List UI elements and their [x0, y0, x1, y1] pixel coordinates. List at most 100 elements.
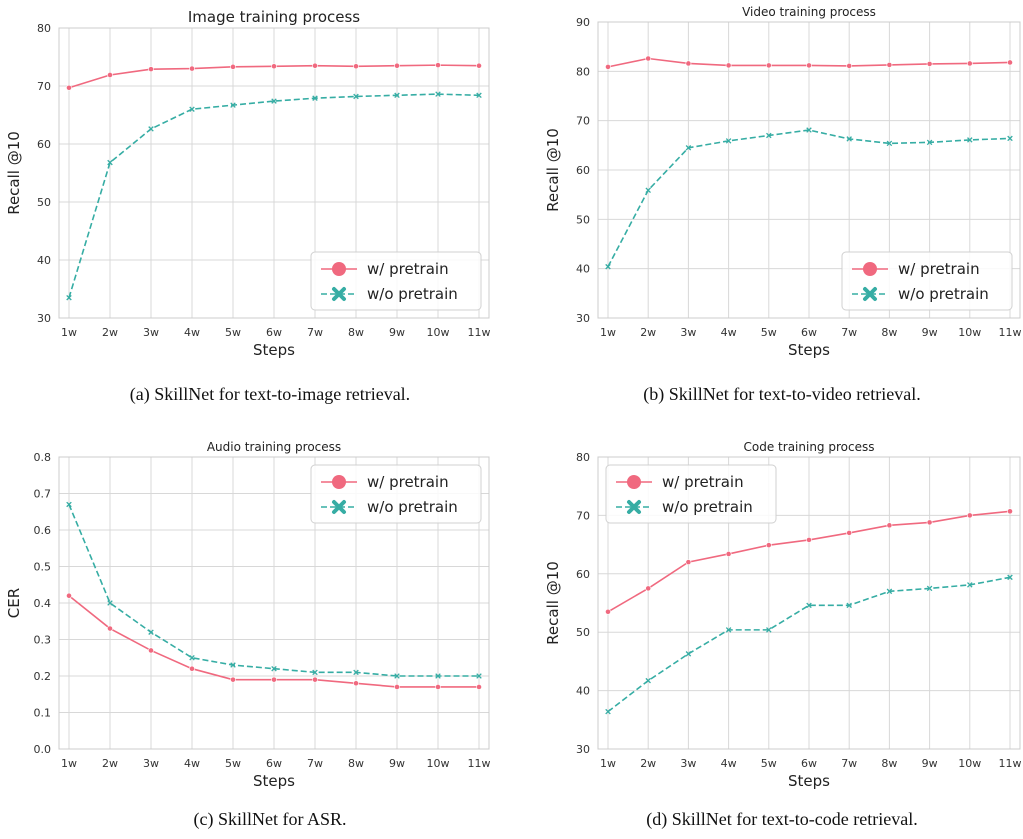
series-line: [607, 576, 1011, 713]
chart-panel-0: 30 40 50 60 70 80 1w 2w 3w 4w 5w 6w 7w 8w 9w 10w 11w Imag…: [5, 8, 491, 359]
data-point: [230, 63, 236, 70]
data-point: [846, 63, 853, 69]
x-axis-label: Steps: [788, 772, 830, 790]
data-point: [766, 627, 772, 633]
y-tick-label: 0.1: [34, 707, 52, 720]
data-point: [1007, 508, 1013, 515]
x-tick-label: 1w: [61, 757, 77, 770]
plot-frame: [597, 456, 1021, 750]
data-point: [189, 665, 195, 672]
data-point: [353, 63, 359, 70]
legend-label: w/o pretrain: [898, 285, 989, 303]
legend-box: [841, 251, 1013, 311]
chart-title: Audio training process: [207, 440, 341, 454]
caption-a: (a) SkillNet for text-to-image retrieval…: [129, 384, 411, 404]
data-point: [645, 187, 651, 193]
y-tick-label: 60: [576, 164, 590, 177]
data-point: [645, 55, 652, 62]
legend-box: [310, 464, 482, 524]
legend-marker: [332, 475, 346, 489]
legend-label: w/o pretrain: [367, 285, 458, 303]
y-tick-label: 30: [576, 312, 590, 325]
y-tick-label: 0.3: [34, 634, 52, 647]
data-point: [1007, 59, 1013, 66]
data-point: [886, 522, 893, 529]
data-point: [846, 602, 852, 609]
data-point: [148, 126, 154, 132]
x-tick-label: 2w: [102, 326, 118, 339]
data-point: [685, 651, 692, 657]
x-tick-label: 1w: [600, 326, 616, 339]
data-point: [148, 629, 154, 635]
y-tick-label: 80: [37, 22, 51, 35]
x-tick-label: 5w: [761, 326, 777, 339]
data-point: [725, 138, 732, 144]
x-tick-label: 11w: [468, 326, 491, 339]
y-tick-label: 0.2: [34, 670, 52, 683]
data-point: [230, 662, 236, 668]
data-point: [725, 551, 732, 557]
caption-c: (c) SkillNet for ASR.: [193, 809, 347, 829]
x-tick-label: 10w: [958, 326, 981, 339]
data-point: [1007, 574, 1013, 581]
y-tick-label: 70: [576, 509, 590, 522]
data-point: [765, 542, 772, 549]
x-tick-label: 3w: [680, 757, 696, 770]
data-point: [189, 106, 195, 112]
x-tick-label: 10w: [958, 757, 981, 770]
chart-panel-3: 30 40 50 60 70 80 1w 2w 3w 4w 5w 6w 7w 8w 9w 10w 11w Code…: [544, 440, 1022, 790]
y-tick-label: 30: [37, 312, 51, 325]
x-tick-label: 8w: [348, 326, 364, 339]
x-tick-label: 11w: [468, 757, 491, 770]
x-tick-label: 5w: [225, 757, 241, 770]
caption-d: (d) SkillNet for text-to-code retrieval.: [646, 809, 918, 829]
data-point: [394, 684, 400, 690]
data-point: [605, 608, 611, 615]
legend-marker: [863, 287, 877, 301]
x-tick-label: 7w: [841, 757, 857, 770]
data-point: [766, 132, 772, 139]
y-tick-label: 0.4: [34, 597, 52, 610]
y-tick-label: 0.0: [34, 743, 52, 756]
y-tick-label: 60: [576, 568, 590, 581]
data-point: [435, 684, 441, 690]
data-point: [230, 102, 236, 108]
x-tick-label: 7w: [307, 326, 323, 339]
data-point: [846, 530, 853, 536]
y-tick-label: 0.8: [34, 451, 52, 464]
data-point: [189, 654, 195, 661]
data-point: [966, 512, 973, 519]
x-tick-label: 8w: [881, 326, 897, 339]
legend: w/ pretrain w/o pretrain: [605, 464, 777, 524]
legend-marker: [332, 500, 346, 514]
plot-frame: [597, 21, 1021, 319]
data-point: [806, 602, 812, 609]
y-tick-label: 50: [37, 196, 51, 209]
y-tick-label: 40: [576, 263, 590, 276]
y-tick-label: 40: [576, 685, 590, 698]
x-tick-label: 4w: [721, 757, 737, 770]
data-point: [353, 93, 359, 100]
data-point: [148, 66, 154, 73]
y-tick-label: 70: [37, 80, 51, 93]
x-tick-label: 9w: [389, 757, 405, 770]
data-point: [189, 65, 195, 72]
data-point: [967, 137, 973, 143]
plot-frame: [58, 456, 490, 750]
legend-marker: [627, 500, 641, 514]
data-point: [107, 72, 113, 78]
x-tick-label: 2w: [102, 757, 118, 770]
x-tick-label: 2w: [640, 757, 656, 770]
data-point: [312, 62, 318, 69]
data-point: [353, 669, 359, 676]
data-point: [148, 647, 154, 654]
chart-title: Code training process: [744, 440, 875, 454]
x-tick-label: 1w: [600, 757, 616, 770]
y-axis-label: Recall @10: [5, 131, 23, 215]
data-point: [645, 677, 651, 684]
data-point: [966, 60, 973, 67]
x-tick-label: 9w: [922, 326, 938, 339]
data-point: [271, 98, 277, 104]
legend: w/ pretrain w/o pretrain: [310, 464, 482, 524]
